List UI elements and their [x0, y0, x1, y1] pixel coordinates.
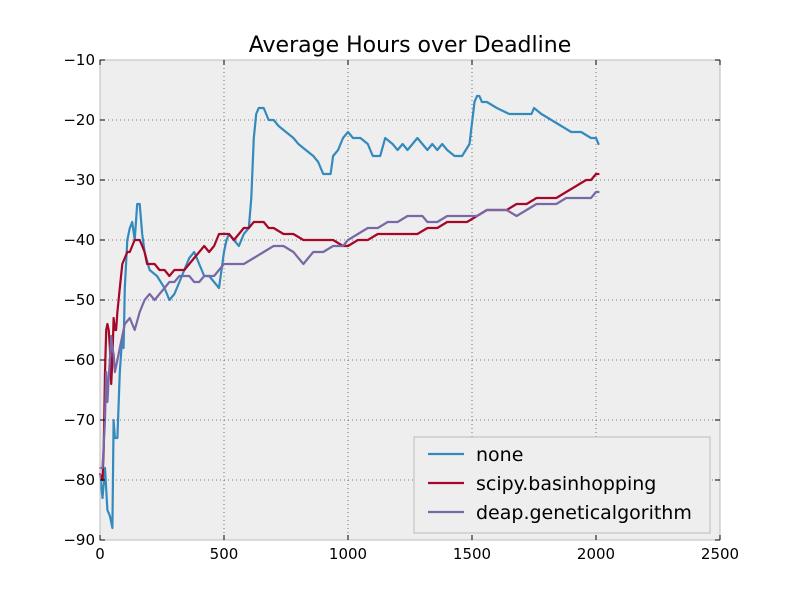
x-tick-label: 1000	[329, 545, 367, 563]
y-tick-label: −10	[63, 51, 95, 69]
series-line-deap-geneticalgorithm	[98, 190, 600, 470]
series-line-none	[98, 94, 600, 530]
chart-title: Average Hours over Deadline	[249, 33, 571, 58]
x-tick-label: 500	[210, 545, 239, 563]
y-tick-label: −80	[63, 471, 95, 489]
x-tick-label: 2500	[701, 545, 739, 563]
x-tick-label: 0	[95, 545, 105, 563]
x-tick-label: 1500	[453, 545, 491, 563]
y-tick-label: −90	[63, 531, 95, 549]
legend-label: deap.geneticalgorithm	[476, 502, 692, 524]
y-tick-label: −50	[63, 291, 95, 309]
legend-label: none	[476, 444, 523, 466]
series-lines	[98, 94, 600, 530]
y-tick-label: −40	[63, 231, 95, 249]
y-tick-label: −70	[63, 411, 95, 429]
legend-label: scipy.basinhopping	[476, 473, 656, 495]
axis-ticks: 0 500 1000 1500 2000 2500 −90 −80 −70 −60 −50 −40 −3…	[63, 51, 739, 563]
series-line-scipy-basinhopping	[98, 172, 600, 482]
x-tick-label: 2000	[577, 545, 615, 563]
y-tick-label: −30	[63, 171, 95, 189]
legend-box	[413, 436, 711, 534]
y-tick-label: −20	[63, 111, 95, 129]
legend: none scipy.basinhopping deap.geneticalgori…	[413, 436, 711, 534]
y-tick-label: −60	[63, 351, 95, 369]
